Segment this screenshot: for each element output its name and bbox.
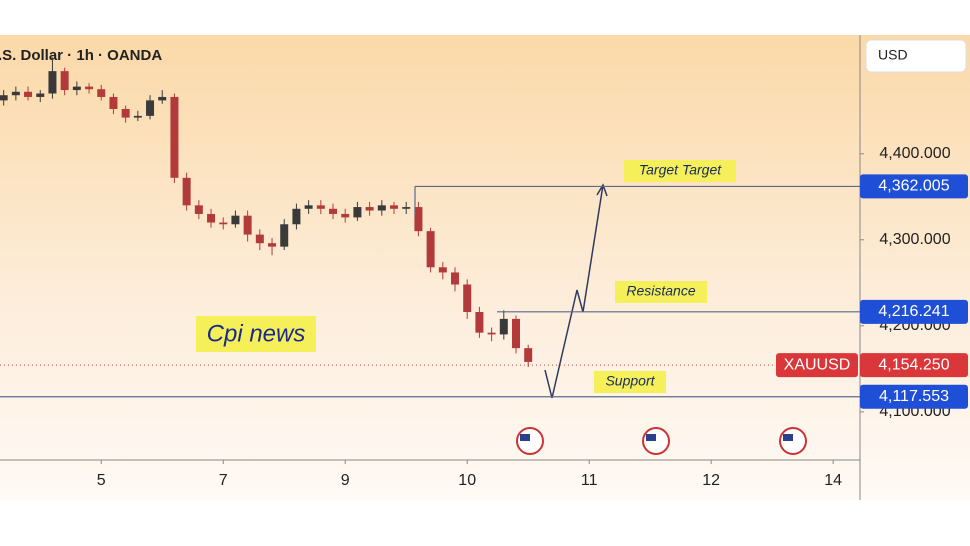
- candle-body: [60, 71, 69, 91]
- y-tick-label: 4,300.000: [879, 231, 950, 248]
- candle-body: [316, 205, 325, 209]
- candle-body: [487, 332, 496, 335]
- candle-body: [402, 207, 411, 209]
- candle-body: [255, 234, 264, 244]
- candle-body: [390, 205, 399, 209]
- level-tag: Support: [605, 373, 655, 389]
- y-tick-label: 4,400.000: [879, 145, 950, 162]
- candle-body: [85, 86, 94, 90]
- x-tick-label: 5: [97, 472, 106, 489]
- level-tag: Resistance: [626, 283, 695, 299]
- x-tick-label: 11: [581, 472, 598, 489]
- event-icons: [516, 427, 807, 455]
- candle-body: [133, 115, 142, 118]
- candle-body: [48, 71, 57, 94]
- level-price-label: 4,362.005: [878, 178, 949, 195]
- candle-body: [524, 348, 533, 362]
- flag-canton: [520, 434, 530, 441]
- candle-body: [438, 267, 447, 273]
- level-tag: Target Target: [639, 162, 722, 178]
- candle-body: [207, 213, 216, 223]
- x-tick-label: 7: [219, 472, 228, 489]
- candle-body: [11, 91, 20, 96]
- annotation-text: Cpi news: [207, 320, 306, 347]
- candle-body: [0, 95, 8, 101]
- candle-body: [426, 231, 435, 268]
- currency-button[interactable]: [865, 39, 967, 73]
- symbol-label: XAUUSD: [784, 356, 851, 373]
- level-tag-box: [594, 371, 666, 393]
- currency-label: USD: [878, 47, 908, 63]
- symbol-box: [776, 353, 858, 378]
- chart-title: .S. Dollar · 1h · OANDA: [0, 47, 162, 64]
- level-price-box: [860, 384, 968, 409]
- level-tag-box: [624, 160, 736, 182]
- candle-body: [97, 89, 106, 97]
- candle-body: [463, 284, 472, 313]
- candle-body: [292, 208, 301, 225]
- x-tick-label: 14: [824, 472, 842, 489]
- candle-body: [219, 222, 228, 225]
- chart-background: [0, 35, 970, 500]
- level-tag-box: [615, 281, 707, 303]
- candle-body: [414, 207, 423, 232]
- current-price-label: 4,154.250: [878, 356, 949, 373]
- x-tick-label: 12: [702, 472, 720, 489]
- candle-body: [121, 108, 130, 118]
- candle-body: [499, 318, 508, 335]
- level-price-box: [860, 174, 968, 199]
- level-price-label: 4,216.241: [878, 303, 949, 320]
- candle-body: [475, 312, 484, 333]
- x-tick-label: 10: [458, 472, 476, 489]
- candle-body: [304, 205, 313, 209]
- candle-body: [24, 91, 33, 97]
- candle-body: [231, 215, 240, 225]
- flag-canton: [783, 434, 793, 441]
- candle-body: [146, 100, 155, 116]
- candle-body: [353, 207, 362, 218]
- x-tick-label: 9: [341, 472, 350, 489]
- candle-body: [243, 215, 252, 235]
- candle-body: [170, 96, 179, 178]
- candle-body: [36, 93, 45, 97]
- candle-body: [158, 96, 167, 101]
- annotation-box: [196, 316, 316, 352]
- candle-body: [329, 208, 338, 214]
- projection-path: [544, 184, 604, 399]
- candle-body: [268, 243, 277, 247]
- candle-body: [109, 96, 118, 109]
- candle-body: [365, 207, 374, 211]
- candle-body: [341, 213, 350, 218]
- candle-body: [72, 86, 81, 91]
- candle-body: [451, 272, 460, 285]
- level-price-box: [860, 299, 968, 324]
- candle-body: [377, 205, 386, 211]
- level-price-label: 4,117.553: [879, 388, 949, 405]
- candle-body: [194, 205, 203, 214]
- flag-canton: [646, 434, 656, 441]
- current-price-box: [860, 353, 968, 378]
- candle-body: [512, 318, 520, 349]
- projection-arrowhead: [596, 183, 608, 197]
- candle-body: [182, 177, 191, 206]
- candle-body: [280, 224, 289, 247]
